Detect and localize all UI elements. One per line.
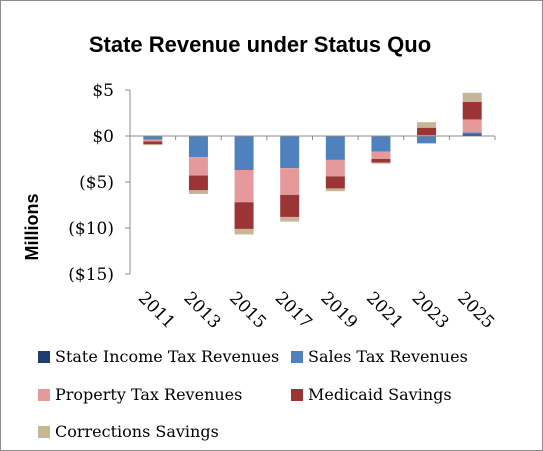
- bar-segment: [143, 144, 163, 146]
- bar-segment: [325, 176, 345, 189]
- bar-segment: [325, 136, 345, 160]
- x-tick-label: 2023: [408, 288, 453, 333]
- bar-segment: [280, 194, 300, 217]
- bar-segment: [371, 151, 391, 159]
- legend-label: Corrections Savings: [55, 422, 219, 441]
- x-tick-label: 2013: [180, 288, 225, 333]
- legend-swatch: [38, 351, 50, 363]
- y-tick-label: ($10): [68, 219, 114, 239]
- y-tick-label: $0: [92, 127, 114, 147]
- legend-label: State Income Tax Revenues: [55, 347, 279, 366]
- bar-segment: [325, 188, 345, 192]
- bar-segment: [462, 92, 482, 102]
- bar-segment: [417, 136, 437, 144]
- legend-swatch: [38, 389, 50, 401]
- bar-segment: [143, 141, 163, 145]
- x-tick-label: 2025: [453, 288, 498, 333]
- bar-segment: [143, 139, 163, 142]
- x-tick-label: 2011: [134, 288, 179, 333]
- bar-segment: [417, 127, 437, 136]
- bar-segment: [188, 136, 208, 158]
- bar-segment: [371, 136, 391, 152]
- y-tick-labels: $5 $0 ($5) ($10) ($15): [68, 81, 114, 285]
- x-tick-label: 2021: [362, 288, 407, 333]
- legend-swatch: [38, 426, 50, 438]
- bar-stacks: [143, 92, 482, 235]
- bar-segment: [280, 168, 300, 195]
- bar-segment: [143, 136, 163, 140]
- legend-swatch: [291, 389, 303, 401]
- legend: State Income Tax Revenues Sales Tax Reven…: [38, 347, 468, 441]
- bar-segment: [280, 216, 300, 222]
- bar-segment: [234, 136, 254, 171]
- bar-segment: [371, 159, 391, 163]
- bar-segment: [462, 132, 482, 135]
- bar-segment: [188, 190, 208, 194]
- x-tick-label: 2017: [271, 288, 316, 333]
- chart-title: State Revenue under Status Quo: [89, 32, 431, 57]
- y-axis-label: Millions: [22, 194, 42, 261]
- axes: [125, 89, 496, 275]
- y-tick-label: ($5): [79, 173, 114, 193]
- bar-segment: [462, 134, 482, 136]
- bar-segment: [462, 101, 482, 120]
- bar-segment: [371, 162, 391, 164]
- bar-segment: [234, 228, 254, 235]
- bar-segment: [417, 122, 437, 128]
- bar-segment: [188, 157, 208, 176]
- y-tick-label: $5: [92, 81, 114, 101]
- legend-label: Sales Tax Revenues: [308, 347, 468, 366]
- legend-label: Property Tax Revenues: [55, 385, 242, 404]
- bar-segment: [325, 159, 345, 177]
- bar-segment: [188, 175, 208, 191]
- bar-segment: [234, 170, 254, 203]
- bar-segment: [462, 119, 482, 133]
- x-tick-labels: 2011 2013 2015 2017 2019 2021 2023 2025: [134, 288, 498, 333]
- x-tick-label: 2015: [225, 288, 270, 333]
- bar-segment: [234, 202, 254, 229]
- bar-segment: [280, 136, 300, 169]
- legend-swatch: [291, 351, 303, 363]
- legend-label: Medicaid Savings: [308, 385, 452, 404]
- y-tick-label: ($15): [68, 265, 114, 285]
- x-tick-label: 2019: [316, 288, 361, 333]
